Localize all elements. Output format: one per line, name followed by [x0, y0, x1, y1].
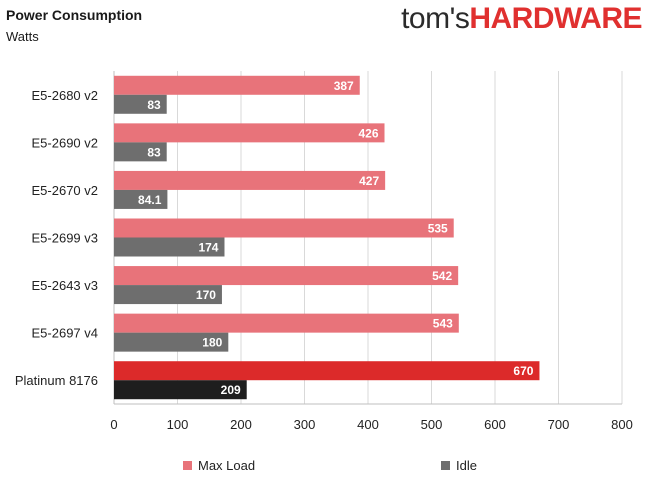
chart-subtitle: Watts — [6, 29, 39, 44]
value-label-max-load: 542 — [432, 269, 452, 283]
value-label-max-load: 543 — [433, 317, 453, 331]
bar-idle — [114, 142, 167, 162]
bar-max-load — [114, 170, 386, 190]
value-label-max-load: 387 — [334, 79, 354, 93]
x-tick-label-800: 800 — [611, 417, 633, 432]
category-label: E5-2690 v2 — [32, 135, 99, 150]
x-tick-label-700: 700 — [548, 417, 570, 432]
bar-idle — [114, 380, 247, 400]
bar-max-load — [114, 218, 454, 238]
bar-idle — [114, 285, 222, 305]
legend-label-idle: Idle — [456, 458, 477, 473]
x-tick-label-500: 500 — [421, 417, 443, 432]
bar-max-load — [114, 361, 540, 381]
bar-idle — [114, 94, 167, 114]
x-tick-label-0: 0 — [110, 417, 117, 432]
value-label-max-load: 670 — [513, 364, 533, 378]
toms-hardware-logo: tom'sHARDWARE — [401, 2, 642, 36]
value-label-idle: 84.1 — [138, 193, 162, 207]
legend-label-max-load: Max Load — [198, 458, 256, 473]
logo-prefix: tom's — [401, 2, 470, 35]
x-tick-label-400: 400 — [357, 417, 379, 432]
bar-idle — [114, 332, 229, 352]
value-label-max-load: 426 — [358, 126, 378, 140]
legend-swatch-idle — [441, 461, 450, 470]
bar-max-load — [114, 123, 385, 143]
value-label-max-load: 427 — [359, 174, 379, 188]
value-label-idle: 180 — [202, 336, 222, 350]
category-label: Platinum 8176 — [15, 373, 98, 388]
value-label-max-load: 535 — [428, 222, 448, 236]
legend-swatch-max-load — [183, 461, 192, 470]
x-tick-label-600: 600 — [484, 417, 506, 432]
value-label-idle: 83 — [147, 145, 161, 159]
legend-item-idle: Idle — [441, 458, 477, 473]
x-tick-label-300: 300 — [294, 417, 316, 432]
value-label-idle: 83 — [147, 98, 161, 112]
x-tick-label-200: 200 — [230, 417, 252, 432]
logo-brand: HARDWARE — [469, 2, 642, 35]
bar-idle — [114, 237, 225, 257]
category-label: E5-2643 v3 — [32, 278, 99, 293]
value-label-idle: 170 — [196, 288, 216, 302]
category-label: E5-2699 v3 — [32, 231, 99, 246]
value-label-idle: 174 — [198, 241, 218, 255]
chart-title: Power Consumption — [6, 7, 143, 23]
bar-max-load — [114, 75, 360, 95]
legend-item-max-load: Max Load — [183, 458, 255, 473]
bar-max-load — [114, 266, 459, 286]
bar-idle — [114, 189, 168, 209]
value-label-idle: 209 — [221, 383, 241, 397]
category-label: E5-2670 v2 — [32, 183, 99, 198]
category-label: E5-2697 v4 — [32, 326, 99, 341]
bar-max-load — [114, 313, 459, 333]
x-tick-label-100: 100 — [167, 417, 189, 432]
category-label: E5-2680 v2 — [32, 88, 99, 103]
